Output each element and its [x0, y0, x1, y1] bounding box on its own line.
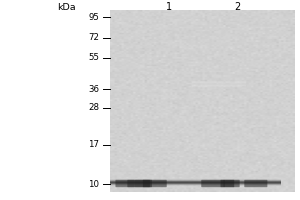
FancyBboxPatch shape	[128, 180, 150, 187]
Text: 2: 2	[234, 2, 240, 12]
Bar	[110, 10, 294, 192]
FancyBboxPatch shape	[143, 180, 167, 187]
Text: 72: 72	[88, 33, 99, 42]
Text: 36: 36	[88, 85, 99, 94]
FancyBboxPatch shape	[220, 180, 240, 187]
Text: 95: 95	[88, 13, 99, 22]
Text: 1: 1	[167, 2, 172, 12]
Text: 10: 10	[88, 180, 99, 189]
FancyBboxPatch shape	[201, 180, 224, 187]
FancyBboxPatch shape	[244, 180, 267, 187]
Text: 17: 17	[88, 140, 99, 149]
Text: 28: 28	[88, 103, 99, 112]
FancyBboxPatch shape	[135, 180, 152, 187]
Text: 55: 55	[88, 53, 99, 62]
FancyBboxPatch shape	[116, 180, 135, 187]
FancyBboxPatch shape	[224, 180, 234, 187]
Text: kDa: kDa	[57, 2, 75, 11]
